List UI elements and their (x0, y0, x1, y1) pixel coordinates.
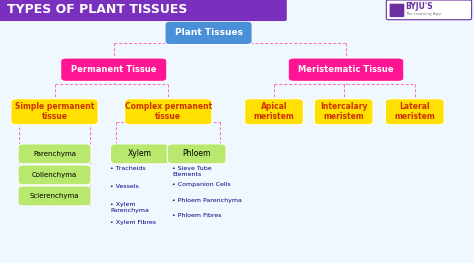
Text: Meristematic Tissue: Meristematic Tissue (298, 65, 394, 74)
FancyBboxPatch shape (18, 165, 91, 185)
Text: Lateral
meristem: Lateral meristem (394, 102, 435, 122)
Text: Xylem: Xylem (128, 149, 152, 158)
Text: Collenchyma: Collenchyma (32, 172, 77, 178)
Text: The Learning App: The Learning App (405, 12, 441, 16)
FancyBboxPatch shape (245, 99, 303, 125)
FancyBboxPatch shape (0, 0, 287, 21)
Text: Permanent Tissue: Permanent Tissue (71, 65, 156, 74)
Text: Intercalary
meristem: Intercalary meristem (320, 102, 367, 122)
Text: Phloem: Phloem (182, 149, 211, 158)
Text: Parenchyma: Parenchyma (33, 151, 76, 157)
FancyBboxPatch shape (11, 99, 98, 125)
Text: • Sieve Tube
Elements: • Sieve Tube Elements (172, 166, 212, 177)
Text: Apical
meristem: Apical meristem (254, 102, 294, 122)
Text: • Xylem
Parenchyma: • Xylem Parenchyma (110, 202, 149, 213)
Text: TYPES OF PLANT TISSUES: TYPES OF PLANT TISSUES (7, 3, 188, 16)
FancyBboxPatch shape (61, 58, 167, 82)
FancyBboxPatch shape (165, 21, 252, 44)
Text: Simple permanent
tissue: Simple permanent tissue (15, 102, 94, 122)
Text: • Phloem Fibres: • Phloem Fibres (172, 213, 221, 218)
FancyBboxPatch shape (390, 4, 404, 17)
Text: Complex permanent
tissue: Complex permanent tissue (125, 102, 212, 122)
FancyBboxPatch shape (125, 99, 212, 125)
FancyBboxPatch shape (385, 99, 444, 125)
Text: BYJU'S: BYJU'S (405, 2, 433, 11)
Text: • Tracheids: • Tracheids (110, 166, 146, 171)
Text: • Vessels: • Vessels (110, 184, 139, 189)
FancyBboxPatch shape (167, 144, 226, 164)
FancyBboxPatch shape (288, 58, 404, 82)
Text: • Companion Cells: • Companion Cells (172, 182, 231, 187)
Text: • Phloem Parenchyma: • Phloem Parenchyma (172, 198, 242, 203)
Text: Sclerenchyma: Sclerenchyma (30, 193, 79, 199)
FancyBboxPatch shape (18, 144, 91, 164)
FancyBboxPatch shape (314, 99, 373, 125)
Text: Plant Tissues: Plant Tissues (174, 28, 243, 37)
FancyBboxPatch shape (18, 186, 91, 206)
FancyBboxPatch shape (386, 0, 472, 20)
Bar (0, 0, 270, 20)
FancyBboxPatch shape (110, 144, 169, 164)
Text: • Xylem Fibres: • Xylem Fibres (110, 220, 156, 225)
